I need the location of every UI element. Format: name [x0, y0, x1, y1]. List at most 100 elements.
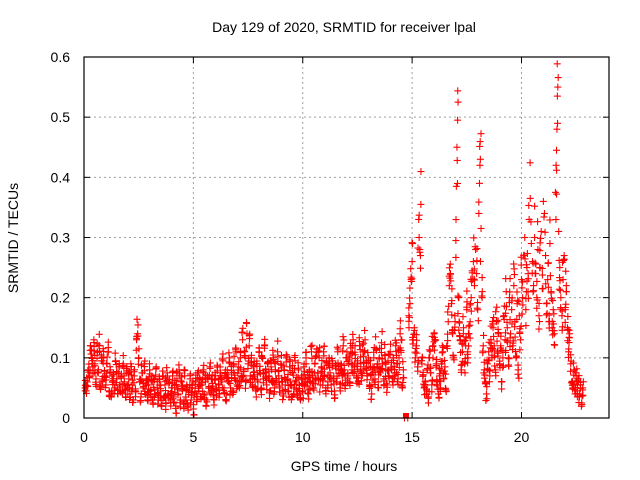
- y-tick-label: 0: [62, 410, 70, 426]
- data-point: [557, 294, 565, 302]
- data-point-dense: [550, 341, 558, 349]
- data-point-dense: [483, 395, 491, 403]
- data-point-dense: [355, 334, 363, 342]
- data-point-dense: [459, 313, 467, 321]
- data-point-dense: [554, 74, 562, 82]
- data-point-dense: [465, 342, 473, 350]
- data-point: [535, 312, 543, 320]
- data-point: [467, 294, 475, 302]
- data-points: [81, 60, 587, 422]
- data-point-dense: [421, 380, 429, 388]
- data-point: [559, 276, 567, 284]
- x-axis-title: GPS time / hours: [291, 458, 398, 474]
- data-point-dense: [448, 285, 456, 293]
- data-point-dense: [442, 385, 450, 393]
- data-point-dense: [194, 369, 202, 377]
- data-point-dense: [359, 352, 367, 360]
- data-point: [452, 237, 460, 245]
- data-point-dense: [498, 385, 506, 393]
- data-point-dense: [454, 292, 462, 300]
- data-point-dense: [101, 384, 109, 392]
- data-point-dense: [282, 358, 290, 366]
- data-point-dense: [311, 359, 319, 367]
- data-point-dense: [349, 330, 357, 338]
- data-point-dense: [383, 383, 391, 391]
- data-point-dense: [154, 400, 162, 408]
- data-point-dense: [449, 351, 457, 359]
- data-point-dense: [294, 374, 302, 382]
- data-point-dense: [464, 348, 472, 356]
- data-point-dense: [87, 350, 95, 358]
- data-point: [556, 264, 564, 272]
- data-point-dense: [445, 264, 453, 272]
- data-point-dense: [447, 277, 455, 285]
- data-point-dense: [578, 392, 586, 400]
- data-point-dense: [91, 362, 99, 370]
- data-point-dense: [83, 382, 91, 390]
- data-point-dense: [399, 358, 407, 366]
- data-point: [460, 324, 468, 332]
- y-tick-label: 0.2: [51, 290, 71, 306]
- data-point-dense: [414, 367, 422, 375]
- data-point-dense: [408, 275, 416, 283]
- y-tick-label: 0.3: [51, 230, 71, 246]
- data-point-cluster: [403, 413, 409, 418]
- data-point: [444, 318, 452, 326]
- data-point-dense: [505, 362, 513, 370]
- data-point: [408, 258, 416, 266]
- data-point-dense: [239, 371, 247, 379]
- data-point-dense: [549, 331, 557, 339]
- data-point-dense: [238, 329, 246, 337]
- data-point: [510, 282, 518, 290]
- chart-title: Day 129 of 2020, SRMTID for receiver lpa…: [212, 19, 476, 35]
- data-point-dense: [497, 332, 505, 340]
- data-point-dense: [226, 379, 234, 387]
- data-point-dense: [117, 373, 125, 381]
- data-point-dense: [523, 250, 531, 258]
- data-point-dense: [480, 331, 488, 339]
- data-point-dense: [396, 325, 404, 333]
- data-point: [454, 98, 462, 106]
- data-point-dense: [494, 329, 502, 337]
- data-point-dense: [493, 303, 501, 311]
- data-point-dense: [333, 343, 341, 351]
- data-point-dense: [562, 267, 570, 275]
- data-point-dense: [332, 378, 340, 386]
- data-point-dense: [359, 341, 367, 349]
- data-point-dense: [525, 201, 533, 209]
- data-point-dense: [387, 340, 395, 348]
- data-point-dense: [382, 379, 390, 387]
- data-point-dense: [435, 394, 443, 402]
- data-point-dense: [553, 60, 561, 68]
- data-point-dense: [532, 260, 540, 268]
- data-point-dense: [510, 265, 518, 273]
- data-point-dense: [533, 304, 541, 312]
- data-point-dense: [430, 329, 438, 337]
- y-tick-label: 0.5: [51, 109, 71, 125]
- data-point-dense: [513, 288, 521, 296]
- data-point-dense: [511, 323, 519, 331]
- data-point-dense: [520, 251, 528, 259]
- data-point-dense: [331, 394, 339, 402]
- data-point-dense: [407, 265, 415, 273]
- data-point-dense: [339, 333, 347, 341]
- data-point-dense: [508, 294, 516, 302]
- data-point-dense: [478, 274, 486, 282]
- data-point-dense: [453, 156, 461, 164]
- data-point-dense: [519, 301, 527, 309]
- data-point-dense: [537, 234, 545, 242]
- data-point-dense: [454, 87, 462, 95]
- data-point-dense: [393, 359, 401, 367]
- data-point-dense: [535, 299, 543, 307]
- axis-ticks: [83, 56, 609, 419]
- data-point-dense: [320, 342, 328, 350]
- data-point-dense: [226, 359, 234, 367]
- data-point-dense: [318, 357, 326, 365]
- data-point-dense: [517, 322, 525, 330]
- data-point-dense: [381, 352, 389, 360]
- data-point-dense: [494, 317, 502, 325]
- data-point-dense: [92, 378, 100, 386]
- data-point-dense: [206, 364, 214, 372]
- data-point-dense: [353, 362, 361, 370]
- data-point-dense: [516, 346, 524, 354]
